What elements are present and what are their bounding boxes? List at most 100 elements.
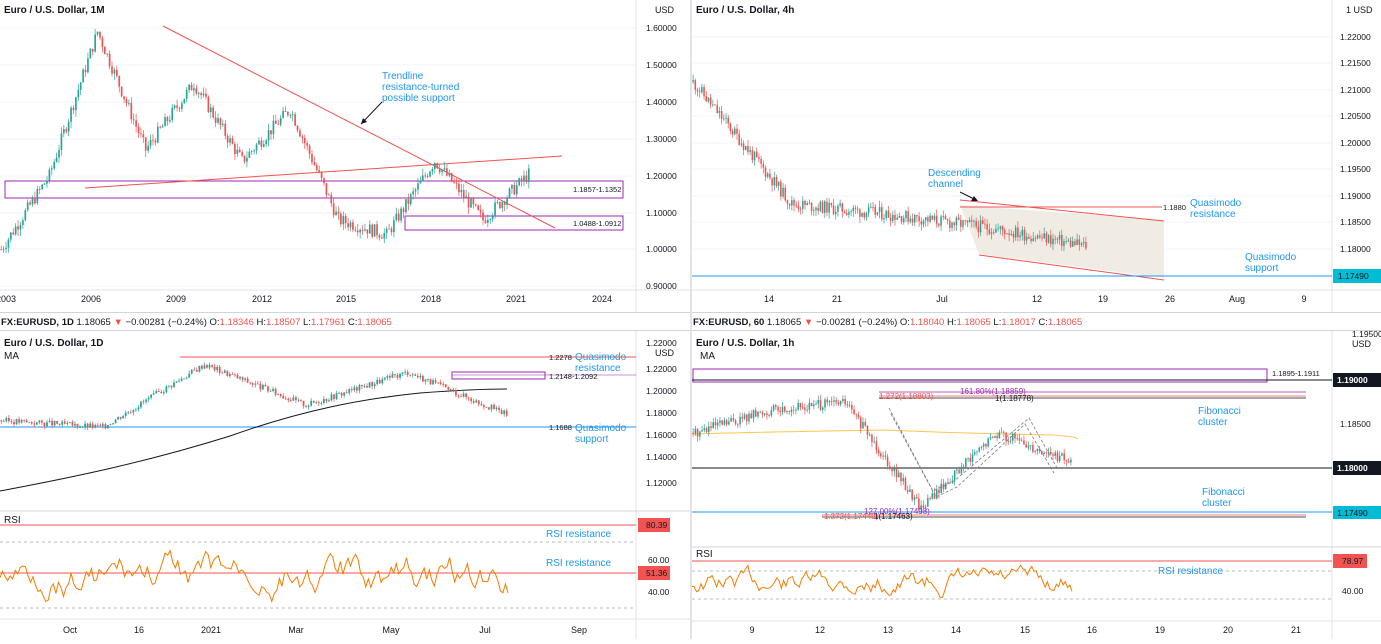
trendline-descending[interactable] xyxy=(162,25,556,229)
candle-body xyxy=(289,115,292,116)
candle-body xyxy=(933,493,936,499)
rsi-line[interactable] xyxy=(0,549,509,603)
x-tick: 2006 xyxy=(81,294,101,304)
candle-body xyxy=(719,420,721,423)
candle-body xyxy=(727,117,729,124)
candle-body xyxy=(248,151,251,158)
symbol-info-bar-right[interactable]: FX:EURUSD, 60 1.18065 ▼ −0.00281 (−0.24%… xyxy=(692,312,1381,331)
candle-body xyxy=(409,194,412,204)
candle-body xyxy=(707,426,710,432)
candle-body xyxy=(328,400,330,402)
rsi-line[interactable] xyxy=(691,564,1073,598)
chart-daily-svg[interactable]: Euro / U.S. Dollar, 1D MA USD 1.22000 1.… xyxy=(0,331,690,639)
candle-body xyxy=(180,378,183,381)
candle-body xyxy=(980,446,983,448)
support-zone-lower[interactable] xyxy=(404,215,624,231)
candle-body xyxy=(834,211,837,215)
time-axis[interactable]: 2003 2006 2009 2012 2015 2018 2021 2024 xyxy=(0,294,612,304)
symbol[interactable]: FX:EURUSD, 60 xyxy=(693,317,765,328)
candle-body xyxy=(1021,229,1024,236)
candle-body xyxy=(301,136,304,139)
x-tick: 14 xyxy=(764,294,774,304)
x-tick: Jul xyxy=(936,294,948,304)
supply-zone[interactable] xyxy=(451,371,546,380)
candle-body xyxy=(933,215,936,220)
candle-body xyxy=(385,228,388,234)
candle-body xyxy=(262,384,264,390)
candle-body xyxy=(696,89,699,92)
candle-body xyxy=(424,175,427,177)
chart-4h[interactable]: Euro / U.S. Dollar, 4h 1 USD Descending … xyxy=(692,0,1381,312)
price-axis[interactable]: 1.18500 xyxy=(1340,419,1371,429)
candle-body xyxy=(964,220,966,222)
candle-body xyxy=(874,206,877,215)
candle-body xyxy=(837,402,840,405)
candle-body xyxy=(482,212,484,221)
price-axis[interactable]: 1.22000 1.21500 1.21000 1.20500 1.20000 … xyxy=(1340,32,1371,254)
candle-body xyxy=(1041,237,1043,239)
candle-body xyxy=(20,419,23,423)
candle-body xyxy=(905,211,907,219)
x-tick: 13 xyxy=(883,625,893,635)
y-tick: 1.40000 xyxy=(646,97,677,107)
support-zone-upper[interactable] xyxy=(4,180,624,199)
candle-body xyxy=(55,157,58,162)
chart-1h[interactable]: Euro / U.S. Dollar, 1h MA 1.19500 USD 1.… xyxy=(691,329,1381,639)
candle-body xyxy=(150,394,153,398)
candle-body xyxy=(842,398,844,402)
chart-4h-svg[interactable]: Euro / U.S. Dollar, 4h 1 USD Descending … xyxy=(692,0,1381,312)
candle-body xyxy=(862,421,864,429)
supply-zone[interactable] xyxy=(692,368,1268,383)
time-axis[interactable]: 9 12 13 14 15 16 19 20 21 xyxy=(749,625,1301,635)
candle-body xyxy=(846,404,849,406)
panel-divider[interactable] xyxy=(690,0,692,639)
candle-body xyxy=(17,226,19,230)
moving-average-line[interactable] xyxy=(691,429,1079,440)
candle-body xyxy=(406,371,409,375)
candle-body xyxy=(337,211,340,214)
trendline-ascending[interactable] xyxy=(84,155,563,189)
chart-daily[interactable]: Euro / U.S. Dollar, 1D MA USD 1.22000 1.… xyxy=(0,331,690,639)
candle-body xyxy=(1043,452,1045,454)
candle-body xyxy=(915,497,918,499)
candle-body xyxy=(1056,452,1059,462)
candle-body xyxy=(754,410,757,417)
candle-body xyxy=(250,151,253,152)
candle-body xyxy=(181,103,183,109)
candle-body xyxy=(909,489,911,492)
channel-upper[interactable] xyxy=(959,199,1165,222)
candle-body xyxy=(810,202,813,211)
harmonic-pattern-lower[interactable] xyxy=(890,413,1055,498)
x-tick: 19 xyxy=(1155,625,1165,635)
candle-body xyxy=(1038,448,1041,452)
candle-body xyxy=(750,413,753,419)
candle-body xyxy=(108,53,111,67)
candle-body xyxy=(850,211,852,212)
moving-average-line[interactable] xyxy=(0,388,508,492)
candle-body xyxy=(213,366,216,371)
candle-body xyxy=(725,117,727,119)
time-axis[interactable]: Oct 16 2021 Mar May Jul Sep xyxy=(63,625,587,635)
candle-body xyxy=(41,420,43,423)
harmonic-pattern-upper[interactable] xyxy=(888,407,1058,492)
symbol[interactable]: FX:EURUSD, 1D xyxy=(1,317,74,328)
price-axis[interactable]: 1.60000 1.50000 1.40000 1.30000 1.20000 … xyxy=(646,23,677,291)
candle-body xyxy=(779,410,782,413)
candle-body xyxy=(15,419,18,425)
symbol-info-bar-left[interactable]: FX:EURUSD, 1D 1.18065 ▼ −0.00281 (−0.24%… xyxy=(0,312,690,331)
chart-1h-svg[interactable]: Euro / U.S. Dollar, 1h MA 1.19500 USD 1.… xyxy=(691,329,1381,639)
candle-body xyxy=(458,183,460,193)
candle-body xyxy=(178,107,181,109)
candle-body xyxy=(902,478,905,482)
candle-body xyxy=(195,370,198,372)
chart-monthly[interactable]: Euro / U.S. Dollar, 1M USD Trendline res… xyxy=(0,0,690,312)
candle-body xyxy=(439,382,442,385)
price-axis[interactable]: 1.22000 1.20000 1.18000 1.16000 1.14000 … xyxy=(646,364,677,488)
time-axis[interactable]: 14 21 Jul 12 19 26 Aug 9 xyxy=(764,294,1307,304)
candle-body xyxy=(997,228,999,230)
y-tick: 1.20000 xyxy=(646,171,677,181)
candle-body xyxy=(107,425,109,429)
chart-monthly-svg[interactable]: Euro / U.S. Dollar, 1M USD Trendline res… xyxy=(0,0,690,312)
candle-body xyxy=(956,469,958,471)
candle-body xyxy=(112,423,114,425)
